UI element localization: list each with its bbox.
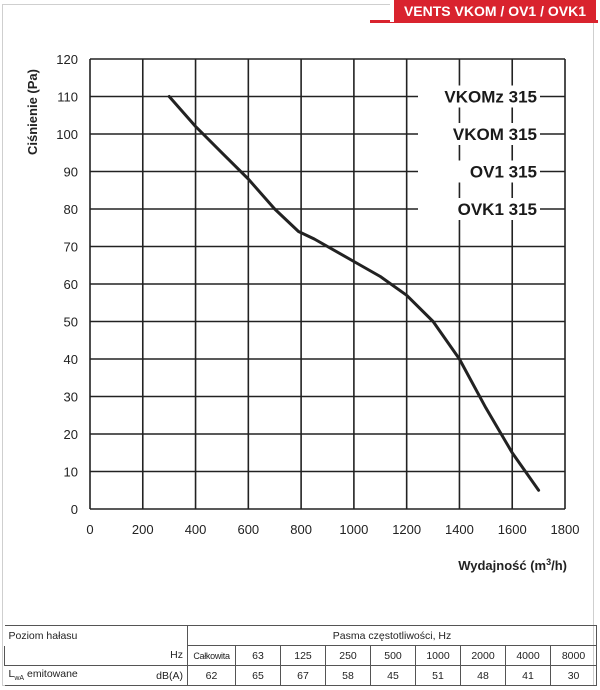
x-tick-label-1400: 1400 bbox=[445, 522, 474, 537]
value-500: 45 bbox=[370, 665, 416, 686]
chart-frame bbox=[2, 4, 594, 686]
y-tick-label-40: 40 bbox=[64, 352, 78, 367]
y-tick-label-80: 80 bbox=[64, 202, 78, 217]
y-tick-label-110: 110 bbox=[57, 90, 78, 105]
y-tick-label-70: 70 bbox=[64, 240, 78, 255]
y-axis-label: Ciśnienie (Pa) bbox=[25, 69, 40, 155]
x-tick-label-0: 0 bbox=[86, 522, 93, 537]
noise-table: Poziom hałasu Pasma częstotliwości, Hz H… bbox=[4, 625, 598, 686]
value-4000: 41 bbox=[505, 665, 551, 686]
noise-title: Poziom hałasu bbox=[4, 625, 188, 646]
freq-4000: 4000 bbox=[505, 645, 551, 666]
value-125: 67 bbox=[280, 665, 326, 686]
model-label: OVK1 315 bbox=[458, 200, 537, 219]
value-8000: 30 bbox=[549, 665, 598, 686]
x-axis-label-sup: 3 bbox=[546, 557, 551, 567]
x-tick-label-1800: 1800 bbox=[551, 522, 580, 537]
value-1000: 51 bbox=[415, 665, 461, 686]
x-tick-label-1000: 1000 bbox=[339, 522, 368, 537]
unit-label: dB(A) bbox=[104, 665, 188, 686]
band-title: Pasma częstotliwości, Hz bbox=[186, 625, 598, 646]
total-header: Całkowita bbox=[187, 645, 236, 666]
y-tick-label-60: 60 bbox=[64, 277, 78, 292]
y-tick-label-0: 0 bbox=[71, 502, 78, 517]
y-tick-label-50: 50 bbox=[64, 315, 78, 330]
row-label-end: emitowane bbox=[24, 668, 78, 681]
fan-performance-chart: 0 10 20 30 40 50 60 70 80 90 100 110 120 0 200 400 600 8… bbox=[25, 52, 580, 573]
value-63: 65 bbox=[235, 665, 281, 686]
x-tick-label-600: 600 bbox=[237, 522, 259, 537]
y-tick-label-90: 90 bbox=[64, 165, 78, 180]
row-label-main: L bbox=[8, 668, 15, 681]
brand-label: VENTS VKOM / OV1 / OVK1 bbox=[389, 0, 596, 22]
model-label-bg bbox=[418, 85, 540, 108]
x-tick-label-200: 200 bbox=[132, 522, 154, 537]
y-tick-label-20: 20 bbox=[64, 427, 78, 442]
frequency-row: Hz Całkowita 63 125 250 500 1000 2000 40… bbox=[4, 645, 598, 666]
freq-2000: 2000 bbox=[460, 645, 506, 666]
y-tick-label-30: 30 bbox=[64, 390, 78, 405]
model-label: VKOMz 315 bbox=[444, 88, 537, 107]
hz-label: Hz bbox=[104, 645, 188, 666]
model-label: OV1 315 bbox=[470, 163, 537, 182]
value-250: 58 bbox=[325, 665, 371, 686]
freq-63: 63 bbox=[235, 645, 281, 666]
noise-header-row: Poziom hałasu Pasma częstotliwości, Hz bbox=[4, 625, 598, 646]
model-list: VKOMz 315 VKOM 315 OV1 315 OVK1 315 bbox=[418, 85, 540, 220]
freq-250: 250 bbox=[325, 645, 371, 666]
row-label-sub: wA bbox=[14, 675, 25, 683]
model-label: VKOM 315 bbox=[453, 125, 537, 144]
freq-8000: 8000 bbox=[549, 645, 598, 666]
model-label-bg bbox=[418, 160, 540, 183]
total-value: 62 bbox=[187, 665, 236, 686]
value-2000: 48 bbox=[460, 665, 506, 686]
y-tick-label-120: 120 bbox=[56, 52, 78, 67]
x-tick-label-800: 800 bbox=[290, 522, 312, 537]
performance-curve bbox=[167, 95, 541, 492]
x-axis-label-main: Wydajność (m bbox=[458, 558, 546, 573]
freq-500: 500 bbox=[370, 645, 416, 666]
x-tick-label-1600: 1600 bbox=[498, 522, 527, 537]
y-tick-label-100: 100 bbox=[56, 127, 78, 142]
row-label: LwA emitowane bbox=[4, 665, 105, 686]
model-label-bg bbox=[418, 198, 540, 220]
x-axis-label-end: /h) bbox=[551, 558, 567, 573]
freq-1000: 1000 bbox=[415, 645, 461, 666]
x-axis-label: Wydajność (m3/h) bbox=[458, 557, 567, 573]
model-label-bg bbox=[418, 123, 540, 145]
x-tick-label-1200: 1200 bbox=[392, 522, 421, 537]
emission-row: LwA emitowane dB(A) 62 65 67 58 45 51 48… bbox=[4, 665, 598, 686]
x-tick-label-400: 400 bbox=[185, 522, 207, 537]
y-tick-label-10: 10 bbox=[64, 465, 78, 480]
freq-125: 125 bbox=[280, 645, 326, 666]
